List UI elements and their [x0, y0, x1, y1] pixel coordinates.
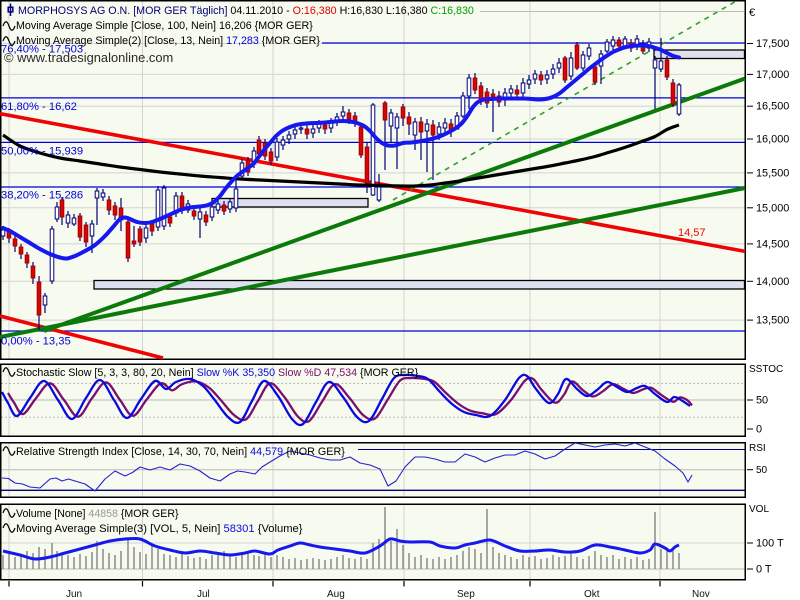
svg-text:17,000: 17,000 — [756, 69, 789, 81]
svg-text:0,00% - 13,35: 0,00% - 13,35 — [1, 336, 71, 348]
svg-text:50: 50 — [756, 395, 768, 407]
svg-text:14,000: 14,000 — [756, 276, 789, 288]
svg-text:0: 0 — [756, 424, 762, 436]
svg-text:50: 50 — [756, 465, 768, 476]
svg-text:RSI: RSI — [749, 443, 766, 454]
svg-text:Okt: Okt — [584, 589, 600, 600]
svg-text:€: € — [749, 7, 755, 19]
svg-text:Stochastic Slow [5, 3, 3, 80,: Stochastic Slow [5, 3, 3, 80, 20, Nein] … — [16, 367, 419, 379]
svg-text:16,000: 16,000 — [756, 134, 789, 146]
svg-text:16,500: 16,500 — [756, 101, 789, 113]
svg-text:Jun: Jun — [66, 589, 82, 600]
svg-text:Jul: Jul — [197, 589, 210, 600]
svg-text:Aug: Aug — [327, 589, 345, 600]
svg-text:Nov: Nov — [692, 589, 710, 600]
svg-text:© www.tradesignalonline.com: © www.tradesignalonline.com — [4, 50, 173, 65]
svg-text:13,500: 13,500 — [756, 315, 789, 327]
svg-text:VOL: VOL — [749, 504, 769, 515]
svg-text:Relative Strength Index [Close: Relative Strength Index [Close, 14, 30, … — [16, 446, 345, 458]
svg-text:Moving Average Simple(2) [Clos: Moving Average Simple(2) [Close, 13, Nei… — [16, 35, 320, 47]
svg-text:14,57: 14,57 — [678, 227, 706, 239]
svg-text:0 T: 0 T — [756, 564, 772, 576]
svg-text:Volume [None] 44858 {MOR GER}: Volume [None] 44858 {MOR GER} — [16, 508, 179, 520]
svg-text:15,500: 15,500 — [756, 167, 789, 179]
svg-text:61,80% - 16,62: 61,80% - 16,62 — [1, 101, 77, 113]
svg-text:100 T: 100 T — [756, 538, 784, 550]
svg-text:76,40% - 17,503: 76,40% - 17,503 — [1, 44, 83, 56]
svg-text:Moving Average Simple(3) [VOL,: Moving Average Simple(3) [VOL, 5, Nein] … — [16, 523, 303, 535]
svg-text:Moving Average Simple [Close,: Moving Average Simple [Close, 100, Nein]… — [16, 20, 313, 32]
svg-text:38,20% - 15,286: 38,20% - 15,286 — [1, 190, 83, 202]
svg-text:15,000: 15,000 — [756, 202, 789, 214]
svg-text:14,500: 14,500 — [756, 238, 789, 250]
svg-text:50,00% - 15,939: 50,00% - 15,939 — [1, 146, 83, 158]
svg-text:SSTOC: SSTOC — [749, 364, 783, 375]
svg-text:17,500: 17,500 — [756, 38, 789, 50]
svg-text:MORPHOSYS AG O.N. [MOR GER Tä: MORPHOSYS AG O.N. [MOR GER Täglich] 04.1… — [18, 5, 474, 17]
svg-text:Sep: Sep — [457, 589, 475, 600]
